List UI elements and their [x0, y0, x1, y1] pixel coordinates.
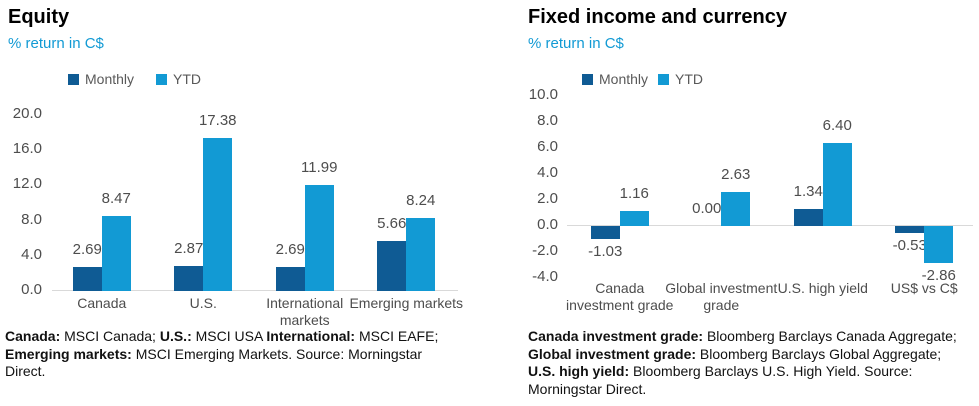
- x-category-label: Emerging markets: [349, 295, 464, 311]
- y-tick-label: 20.0: [12, 105, 42, 122]
- y-tick-label: 10.0: [528, 86, 558, 103]
- footnote-line: Morningstar Direct.: [528, 380, 647, 397]
- bar-monthly-1: [174, 265, 204, 291]
- value-label: 2.69: [72, 241, 102, 259]
- chart-subtitle: % return in C$: [8, 35, 104, 52]
- y-tick-label: -4.0: [532, 268, 558, 285]
- value-label: 2.69: [275, 241, 305, 259]
- footnote: Canada investment grade: Bloomberg Barcl…: [528, 328, 976, 398]
- ytd-swatch-icon: [658, 73, 670, 85]
- legend-label-monthly: Monthly: [85, 71, 135, 87]
- value-label: -0.53: [892, 236, 927, 254]
- legend-item-monthly: Monthly: [582, 71, 648, 87]
- bar-ytd-1: [203, 138, 233, 291]
- footnote-line: Global investment grade: Bloomberg Barcl…: [528, 345, 942, 362]
- monthly-swatch-icon: [582, 73, 593, 85]
- x-category-label: Canada: [77, 295, 127, 311]
- y-tick-label: 2.0: [537, 190, 558, 207]
- ytd-swatch-icon: [156, 73, 168, 85]
- value-label: -1.03: [588, 243, 623, 261]
- value-label: 1.34: [793, 182, 823, 200]
- x-category-label: Global investment grade: [665, 280, 778, 313]
- plot-area: 20.0 16.0 12.0 8.0 4.0 0.0 2.69 2.87 2.69 5.66 8.4…: [0, 0, 489, 406]
- x-axis-line: [52, 290, 458, 291]
- x-category-label: U.S. high yield: [777, 280, 868, 296]
- bar-monthly-3: [895, 226, 925, 233]
- footnote-line: Emerging markets: MSCI Emerging Markets.…: [5, 345, 423, 362]
- footnote-line: Canada investment grade: Bloomberg Barcl…: [528, 328, 957, 344]
- x-category-label: Canada investment grade: [566, 280, 674, 313]
- bar-ytd-1: [721, 191, 751, 226]
- bar-ytd-0: [619, 210, 649, 226]
- value-label: 2.87: [174, 239, 204, 257]
- value-label: 5.66: [377, 215, 407, 233]
- y-tick-label: 4.0: [21, 245, 42, 263]
- y-tick-label: 6.0: [537, 138, 558, 155]
- footnote: Canada: MSCI Canada; U.S.: MSCI USA Inte…: [5, 328, 483, 381]
- y-tick-label: 12.0: [12, 175, 42, 193]
- fixed-income-chart-panel: Fixed income and currency % return in C$…: [490, 0, 979, 406]
- bar-ytd-2: [304, 185, 334, 291]
- value-label: 17.38: [198, 112, 237, 130]
- value-label: 11.99: [301, 159, 338, 177]
- bar-ytd-3: [924, 226, 954, 264]
- chart-legend: Monthly YTD: [68, 71, 201, 87]
- footnote-line: U.S. high yield: Bloomberg Barclays U.S.…: [528, 363, 913, 379]
- y-tick-label: 8.0: [21, 210, 42, 228]
- x-category-label: US$ vs C$: [890, 280, 958, 296]
- bar-ytd-2: [822, 142, 852, 226]
- y-tick-label: 16.0: [12, 140, 42, 158]
- bar-ytd-0: [101, 216, 131, 291]
- y-tick-label: 8.0: [537, 112, 558, 129]
- footnote-line: Direct.: [5, 363, 46, 379]
- bar-ytd-3: [406, 218, 436, 291]
- value-label: 6.40: [822, 116, 852, 134]
- footnote-line: Canada: MSCI Canada; U.S.: MSCI USA Inte…: [5, 328, 439, 344]
- chart-legend: Monthly YTD: [582, 71, 703, 87]
- bar-monthly-2: [275, 267, 305, 291]
- bar-monthly-0: [590, 226, 620, 240]
- legend-label-ytd: YTD: [675, 71, 704, 87]
- legend-item-ytd: YTD: [156, 71, 201, 87]
- y-tick-label: 0.0: [537, 216, 558, 233]
- legend-item-ytd: YTD: [658, 71, 703, 87]
- bar-monthly-2: [793, 208, 823, 226]
- y-tick-label: 0.0: [21, 281, 42, 298]
- equity-chart-panel: Equity % return in C$ Monthly YTD 20.0 16…: [0, 0, 489, 406]
- value-label: -2.86: [921, 267, 956, 285]
- y-tick-label: -2.0: [532, 242, 558, 259]
- chart-subtitle: % return in C$: [528, 35, 624, 52]
- monthly-swatch-icon: [68, 73, 79, 85]
- chart-title: Equity: [8, 6, 70, 28]
- x-category-label: International markets: [266, 295, 344, 328]
- value-label: 8.24: [406, 192, 436, 210]
- chart-title: Fixed income and currency: [528, 6, 787, 28]
- plot-area: 10.0 8.0 6.0 4.0 2.0 0.0 -2.0 -4.0 -1.03 0.00 1.34…: [490, 0, 979, 406]
- legend-label-ytd: YTD: [173, 71, 202, 87]
- value-label: 1.16: [619, 184, 649, 202]
- x-category-label: U.S.: [189, 295, 217, 311]
- value-label: 2.63: [721, 165, 751, 183]
- bar-monthly-3: [377, 241, 407, 291]
- value-label: 0.00: [692, 200, 722, 217]
- x-axis-line: [567, 225, 973, 226]
- value-label: 8.47: [101, 190, 131, 208]
- legend-label-monthly: Monthly: [599, 71, 649, 87]
- legend-item-monthly: Monthly: [68, 71, 134, 87]
- y-tick-label: 4.0: [537, 164, 558, 181]
- bar-monthly-0: [72, 267, 102, 291]
